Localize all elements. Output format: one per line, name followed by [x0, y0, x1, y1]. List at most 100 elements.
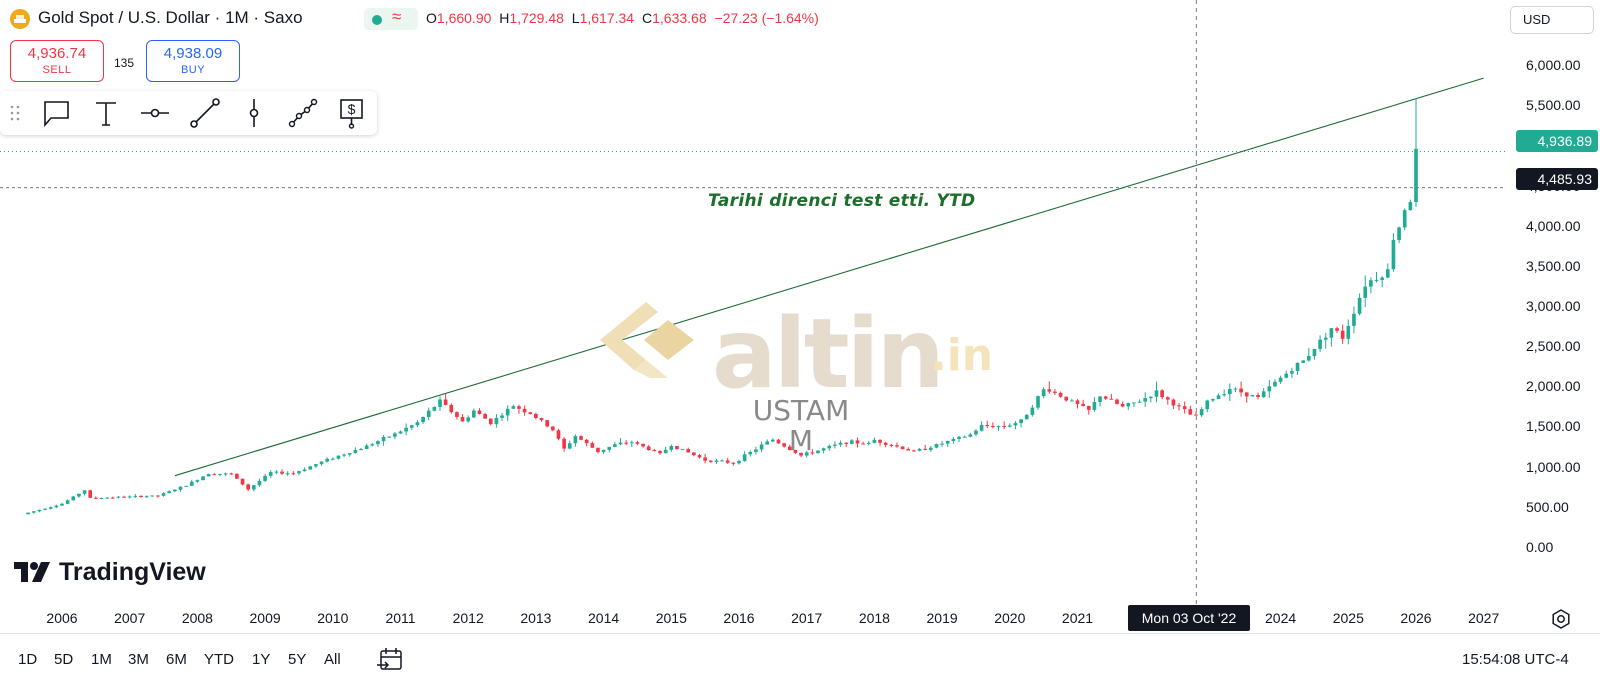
range-button-1m[interactable]: 1M — [91, 651, 112, 668]
candle-body — [951, 438, 956, 441]
candle-body — [438, 399, 442, 407]
candle-body — [1363, 286, 1368, 298]
candle-body — [201, 476, 205, 481]
candle-body — [1070, 400, 1074, 402]
candle-body — [314, 464, 318, 467]
candle-body — [505, 408, 510, 416]
path-tool-icon[interactable] — [287, 97, 319, 129]
candle-body — [1261, 391, 1266, 398]
candle-body — [1312, 348, 1317, 356]
trend-line-tool-icon[interactable] — [189, 97, 221, 129]
candle-body — [156, 495, 160, 497]
price-label-tool-icon[interactable]: $ — [336, 97, 368, 129]
change-value: −27.23 (−1.64%) — [714, 10, 819, 26]
horizontal-ray-tool-icon[interactable] — [139, 97, 171, 129]
drawing-toolbar — [0, 91, 377, 135]
symbol-title[interactable]: Gold Spot / U.S. Dollar · 1M · Saxo — [38, 8, 303, 27]
drag-handle-icon[interactable] — [10, 105, 20, 121]
candle-body — [759, 444, 764, 450]
text-tool-icon[interactable] — [90, 97, 122, 129]
candle-body — [601, 449, 606, 453]
candle-body — [962, 436, 967, 438]
candle-body — [376, 441, 380, 445]
sell-label: SELL — [42, 64, 72, 76]
candle-body — [1149, 396, 1153, 399]
price-tick-label: 3,500.00 — [1526, 257, 1581, 274]
candle-body — [1053, 391, 1057, 393]
candle-body — [934, 444, 939, 448]
price-tick-label: 4,000.00 — [1526, 217, 1581, 234]
year-tick-label: 2025 — [1332, 610, 1364, 626]
year-tick-label: 2008 — [181, 610, 213, 626]
price-tick-label: 1,500.00 — [1526, 418, 1581, 435]
go-to-date-icon[interactable] — [376, 646, 404, 672]
tradingview-logo[interactable]: TradingView — [14, 558, 206, 587]
chart-annotation-text[interactable]: Tarihi direnci test etti. YTD — [708, 191, 976, 211]
range-button-5d[interactable]: 5D — [54, 651, 74, 668]
candle-body — [1256, 395, 1260, 398]
open-value: 1,660.90 — [436, 10, 492, 26]
candle-body — [1397, 227, 1401, 241]
gold-symbol-icon — [10, 9, 30, 29]
candle-body — [725, 460, 730, 463]
candle-body — [1391, 240, 1396, 270]
candle-body — [353, 450, 358, 454]
candle-body — [381, 436, 386, 442]
candle-body — [720, 460, 724, 462]
candle-body — [646, 446, 651, 451]
candle-body — [1182, 406, 1187, 410]
candle-body — [274, 471, 279, 473]
range-button-1d[interactable]: 1D — [18, 651, 38, 668]
candle-body — [1120, 403, 1125, 407]
range-button-all[interactable]: All — [324, 651, 341, 668]
price-tick-label: 500.00 — [1526, 498, 1569, 515]
range-button-5y[interactable]: 5Y — [288, 651, 307, 668]
close-value: 1,633.68 — [652, 10, 707, 26]
range-button-ytd[interactable]: YTD — [204, 651, 234, 668]
candle-body — [804, 452, 809, 456]
candle-body — [1414, 148, 1418, 203]
range-button-6m[interactable]: 6M — [166, 651, 187, 668]
candle-body — [641, 443, 645, 447]
candle-body — [105, 497, 109, 499]
candle-body — [1273, 381, 1277, 387]
candle-body — [912, 450, 916, 452]
candle-body — [1402, 210, 1407, 228]
candle-body — [844, 442, 849, 444]
year-tick-label: 2012 — [452, 610, 484, 626]
range-button-3m[interactable]: 3M — [128, 651, 149, 668]
candle-body — [1323, 337, 1328, 340]
chart-settings-icon[interactable] — [1550, 608, 1572, 630]
candle-body — [511, 406, 516, 409]
candle-body — [31, 511, 36, 513]
candle-body — [1024, 414, 1029, 420]
candle-body — [613, 444, 617, 447]
candle-body — [692, 452, 696, 456]
candle-body — [629, 442, 634, 444]
range-button-1y[interactable]: 1Y — [252, 651, 271, 668]
candle-body — [1374, 279, 1379, 281]
candle-body — [850, 440, 854, 444]
utc-clock[interactable]: 15:54:08 UTC-4 — [1462, 651, 1569, 668]
candle-body — [1335, 328, 1339, 331]
callout-tool-icon[interactable] — [40, 97, 72, 129]
candle-body — [257, 480, 262, 486]
sell-button[interactable]: 4,936.74 SELL — [10, 40, 104, 82]
candle-body — [150, 495, 155, 497]
candle-body — [387, 436, 392, 438]
candle-body — [816, 450, 820, 454]
candle-body — [432, 406, 437, 411]
vertical-line-tool-icon[interactable] — [238, 97, 270, 129]
candle-body — [584, 439, 589, 444]
candle-body — [65, 500, 70, 504]
buy-button[interactable]: 4,938.09 BUY — [146, 40, 240, 82]
market-open-dot-icon — [372, 15, 382, 25]
year-tick-label: 2010 — [317, 610, 349, 626]
candle-body — [906, 449, 911, 451]
candle-body — [618, 442, 623, 445]
candle-body — [872, 439, 877, 443]
currency-selector[interactable]: USD — [1510, 6, 1594, 34]
candle-body — [1408, 202, 1413, 211]
candle-body — [1086, 405, 1091, 410]
